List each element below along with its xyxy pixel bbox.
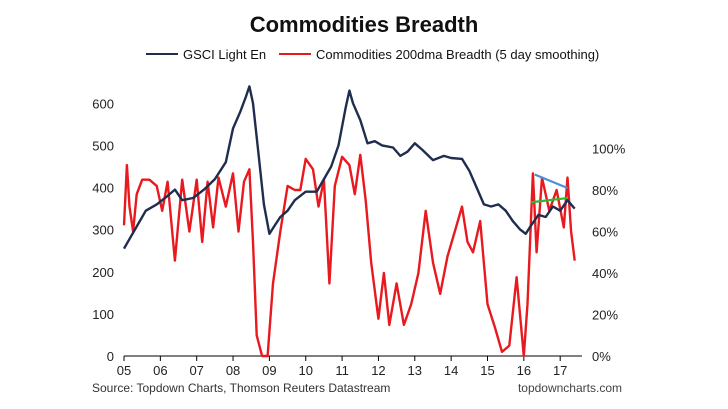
x-axis-tick-label: 10 — [299, 363, 313, 378]
x-axis-tick-label: 08 — [226, 363, 240, 378]
right-axis-tick-label: 20% — [592, 308, 618, 323]
left-axis-tick-label: 300 — [92, 223, 114, 238]
x-axis-ticks: 05 06 07 08 09 10 11 12 13 14 15 16 17 — [117, 356, 567, 378]
left-axis-tick-label: 200 — [92, 265, 114, 280]
x-axis-tick-label: 07 — [189, 363, 203, 378]
x-axis-tick-label: 17 — [553, 363, 567, 378]
chart-title: Commodities Breadth — [250, 12, 479, 37]
x-axis-tick-label: 14 — [444, 363, 458, 378]
x-axis-tick-label: 11 — [335, 363, 349, 378]
left-axis-tick-label: 400 — [92, 181, 114, 196]
legend-label-gsci: GSCI Light En — [183, 47, 266, 62]
series-layer — [122, 85, 576, 358]
left-axis-tick-label: 600 — [92, 96, 114, 111]
right-axis-tick-label: 80% — [592, 183, 618, 198]
x-axis-tick-label: 13 — [408, 363, 422, 378]
series-line-gsci — [122, 85, 576, 250]
right-axis-tick-label: 40% — [592, 266, 618, 281]
left-axis-tick-label: 100 — [92, 307, 114, 322]
legend: GSCI Light En Commodities 200dma Breadth… — [146, 47, 599, 62]
x-axis-tick-label: 09 — [262, 363, 276, 378]
left-axis-tick-label: 0 — [107, 349, 114, 364]
x-axis-tick-label: 16 — [517, 363, 531, 378]
trendline-gsci — [530, 196, 568, 204]
annotation-layer — [530, 173, 568, 204]
branding: topdowncharts.com — [518, 381, 622, 395]
source-note: Source: Topdown Charts, Thomson Reuters … — [92, 381, 390, 395]
right-axis-tick-label: 60% — [592, 225, 618, 240]
right-axis-tick-label: 100% — [592, 142, 626, 157]
left-axis-ticks: 0 100 200 300 400 500 600 — [92, 96, 114, 364]
series-line-breadth — [122, 153, 576, 358]
legend-label-breadth: Commodities 200dma Breadth (5 day smooth… — [316, 47, 599, 62]
x-axis-tick-label: 15 — [480, 363, 494, 378]
x-axis-tick-label: 12 — [371, 363, 385, 378]
trendline-breadth — [534, 173, 568, 189]
x-axis-tick-label: 05 — [117, 363, 131, 378]
x-axis-tick-label: 06 — [153, 363, 167, 378]
right-axis-ticks: 0% 20% 40% 60% 80% 100% — [592, 142, 626, 364]
left-axis-tick-label: 500 — [92, 138, 114, 153]
right-axis-tick-label: 0% — [592, 349, 611, 364]
